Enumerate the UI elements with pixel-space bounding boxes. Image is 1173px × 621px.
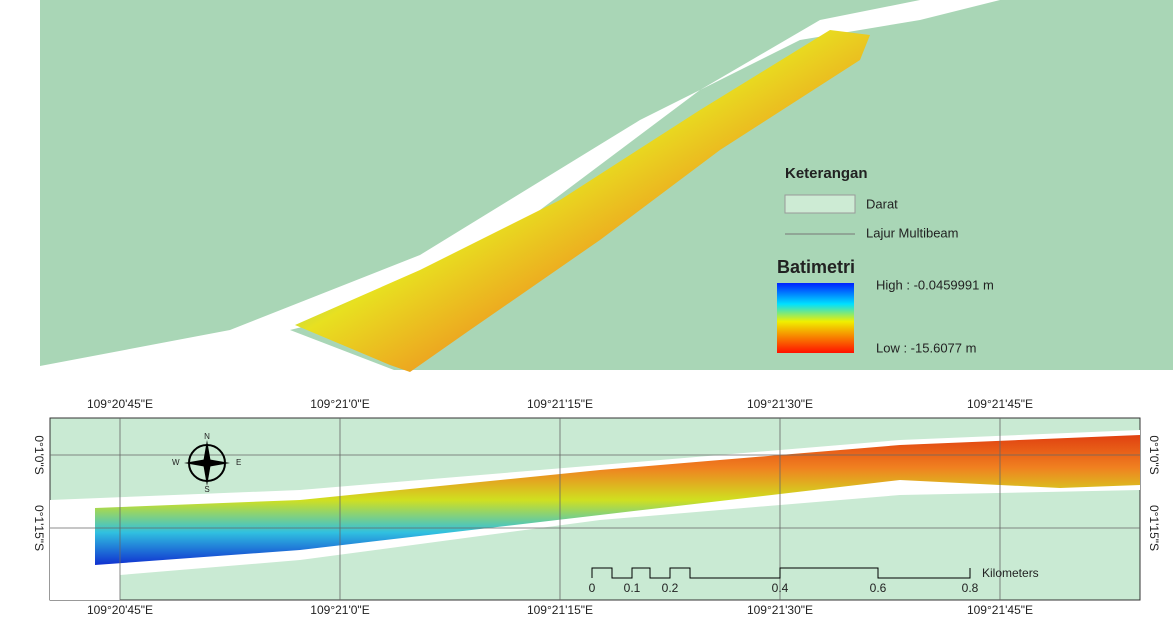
legend-title: Keterangan bbox=[785, 165, 868, 182]
top-map: Keterangan Darat Lajur Multibeam Batimet… bbox=[40, 0, 1173, 380]
longitude-label: 109°21'0"E bbox=[310, 397, 369, 411]
longitude-label: 109°21'30"E bbox=[747, 603, 813, 617]
legend-item: Lajur Multibeam bbox=[866, 225, 959, 240]
longitude-label: 109°21'15"E bbox=[527, 397, 593, 411]
longitude-label: 109°20'45"E bbox=[87, 603, 153, 617]
scale-label: 0.1 bbox=[624, 581, 641, 595]
compass-label: N bbox=[204, 432, 210, 441]
scale-unit: Kilometers bbox=[982, 566, 1039, 580]
compass-label: W bbox=[172, 458, 180, 467]
map-figure: Keterangan Darat Lajur Multibeam Batimet… bbox=[0, 0, 1173, 621]
latitude-label: 0°1'0"S bbox=[32, 435, 46, 474]
legend-ramp bbox=[777, 283, 854, 353]
longitude-label: 109°21'45"E bbox=[967, 397, 1033, 411]
compass-label: S bbox=[204, 485, 209, 494]
legend-item: Darat bbox=[866, 196, 898, 211]
compass-label: E bbox=[236, 458, 241, 467]
longitude-label: 109°21'45"E bbox=[967, 603, 1033, 617]
scale-label: 0.4 bbox=[772, 581, 789, 595]
latitude-label: 0°1'15"S bbox=[32, 505, 46, 551]
scale-label: 0.2 bbox=[662, 581, 679, 595]
scale-label: 0.6 bbox=[870, 581, 887, 595]
latitude-label: 0°1'15"S bbox=[1147, 505, 1161, 551]
longitude-label: 109°20'45"E bbox=[87, 397, 153, 411]
latitude-label: 0°1'0"S bbox=[1147, 435, 1161, 474]
legend-land-swatch bbox=[785, 195, 855, 213]
scale-label: 0.8 bbox=[962, 581, 979, 595]
legend-low: Low : -15.6077 m bbox=[876, 340, 976, 355]
longitude-label: 109°21'30"E bbox=[747, 397, 813, 411]
scale-label: 0 bbox=[589, 581, 596, 595]
bottom-map: N S E W bbox=[50, 418, 1140, 600]
legend-high: High : -0.0459991 m bbox=[876, 277, 994, 292]
longitude-label: 109°21'15"E bbox=[527, 603, 593, 617]
legend-subtitle: Batimetri bbox=[777, 257, 855, 277]
longitude-label: 109°21'0"E bbox=[310, 603, 369, 617]
